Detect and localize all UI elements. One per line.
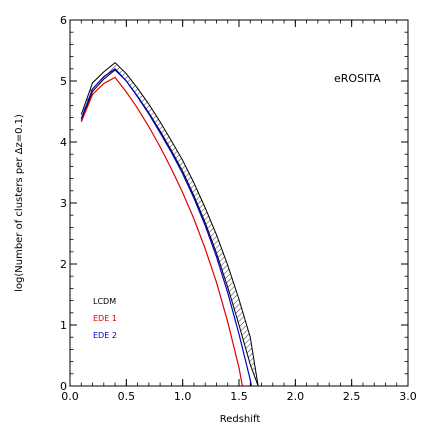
x-tick-label: 3.0 [399,390,417,403]
x-tick-label: 2.5 [343,390,361,403]
y-tick-label: 1 [60,319,67,332]
ede-1-line [80,76,243,386]
y-tick-label: 3 [60,197,67,210]
x-tick-label: 1.0 [174,390,192,403]
lcdm-band-lower [80,69,259,386]
x-tick-label: 0.0 [61,390,79,403]
x-tick-label: 0.5 [118,390,136,403]
annotation-label: eROSITA [334,72,381,85]
x-tick-label: 1.5 [230,390,248,403]
legend-lcdm: LCDM [93,297,116,306]
y-tick-label: 5 [60,75,67,88]
y-tick-label: 2 [60,258,67,271]
legend: LCDM EDE 1 EDE 2 [93,297,117,340]
axes: 0.0 0.5 1.0 1.5 2.0 2.5 3.0 0 1 2 3 4 5 6 [60,14,417,403]
data-marks [80,62,259,386]
x-tick-label: 2.0 [287,390,305,403]
y-tick-label: 6 [60,14,67,27]
y-tick-label: 0 [60,380,67,393]
ede-2-line [80,68,252,386]
y-tick-label: 4 [60,136,67,149]
legend-ede-2: EDE 2 [93,331,117,340]
y-axis-title: log(Number of clusters per Δz=0.1) [14,114,25,292]
legend-ede-1: EDE 1 [93,314,117,323]
lcdm-band-upper [80,62,259,386]
x-axis-title: Redshift [220,414,261,425]
